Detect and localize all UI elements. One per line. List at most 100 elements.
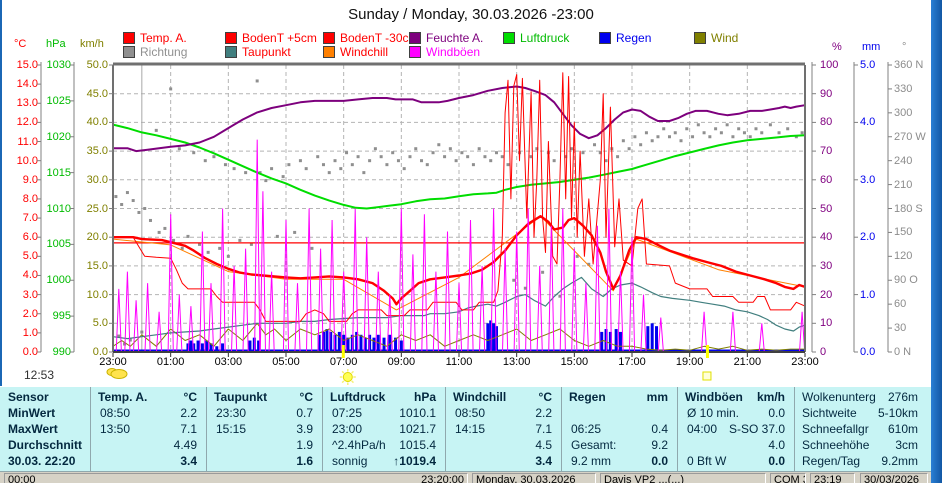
col-unit-temp-a: °C (183, 390, 197, 404)
info-value-wolkenunterg: 276m (887, 390, 918, 404)
col-header-taupunkt: Taupunkt (214, 390, 268, 404)
cell-taupunkt-value: 0.7 (296, 406, 313, 420)
cell-windchill-value: 2.2 (535, 406, 552, 420)
axis-tick-label-pct: 70 (820, 145, 833, 158)
axis-tick-label-kmh: 40.0 (86, 116, 108, 129)
cell-windchill-label: 08:50 (455, 406, 486, 420)
cell-windb-en-value: 0.0 (768, 454, 785, 468)
axis-tick-label-deg: 120 (894, 250, 913, 263)
axis-tick-label-temp: 2.0 (22, 307, 38, 320)
axis-tick-label-kmh: 45.0 (86, 87, 108, 100)
cell-windchill-label: 14:15 (455, 422, 486, 436)
legend-label: BodenT -30cm (340, 31, 419, 45)
cell-windb-en-label: 04:00 (687, 422, 718, 436)
bodent-30cm-swatch-icon (323, 32, 335, 44)
axis-tick-label-hpa: 1015 (46, 166, 71, 179)
axis-tick-label-deg: 300 (894, 106, 913, 119)
col-unit-windchill: °C (538, 390, 552, 404)
cell-luftdruck-label: 23:00 (332, 422, 363, 436)
moon-time-note: 12:53 (24, 368, 54, 382)
cell-regen-value: 9.2 (651, 438, 668, 452)
cell-luftdruck-label: sonnig (332, 454, 368, 468)
x-axis-label: 19:00 (675, 356, 704, 368)
axis-tick-label-deg: 360 N (894, 59, 924, 71)
bodent-5cm-swatch-icon (225, 32, 237, 44)
axis-tick-label-temp: 10.0 (16, 154, 38, 167)
axis-tick-label-pct: 10 (820, 317, 833, 330)
cell-regen-value: 0.0 (651, 454, 668, 468)
legend-item-temp-a: Temp. A. (123, 32, 187, 44)
status-panel-0: 00:00 23:20:00 (4, 473, 468, 483)
axis-tick-label-deg: 180 S (894, 202, 923, 215)
window-right-border (931, 0, 942, 483)
cell-luftdruck-value: ↑1019.4 (393, 454, 436, 468)
axis-tick-label-mm: 1.0 (860, 288, 876, 301)
status-panel-2: Davis VP2 ...(...) (600, 473, 766, 483)
axis-tick-label-deg: 330 (894, 82, 913, 95)
axis-tick-label-temp: 3.0 (22, 288, 38, 301)
window-left-border (0, 0, 2, 483)
row-label-maxwert: MaxWert (8, 422, 58, 436)
chart-title: Sunday / Monday, 30.03.2026 -23:00 (348, 6, 594, 23)
axis-tick-label-deg: 30 (894, 322, 907, 335)
cell-temp-a-value: 2.2 (180, 406, 197, 420)
status-bar: 00:00 23:20:00 Monday, 30.03.2026 Davis VP2… (0, 472, 931, 483)
x-axis-label: 13:00 (502, 356, 531, 368)
col-header-regen: Regen (569, 390, 606, 404)
axis-tick-label-kmh: 50.0 (86, 59, 108, 71)
axis-tick-label-kmh: 5.0 (92, 317, 108, 330)
axis-unit-deg: ° (902, 41, 907, 53)
axis-tick-label-kmh: 30.0 (86, 173, 108, 186)
axis-tick-label-pct: 20 (820, 288, 833, 301)
info-value-schneefallgr: 610m (887, 422, 918, 436)
richtung-swatch-icon (123, 46, 135, 58)
cell-luftdruck-value: 1015.4 (399, 438, 436, 452)
info-label-wolkenunterg: Wolkenunterg (802, 390, 876, 404)
info-label-schneeh-he: Schneehöhe (802, 438, 870, 452)
cell-regen-label: Gesamt: (571, 438, 617, 452)
temp-a-swatch-icon (123, 32, 135, 44)
axis-unit-temp: °C (14, 38, 27, 50)
axis-tick-label-mm: 3.0 (860, 173, 876, 186)
axis-tick-label-temp: 11.0 (17, 135, 38, 148)
axis-tick-label-kmh: 0.0 (92, 346, 108, 358)
info-value-regen-tag: 9.2mm (881, 454, 918, 468)
table-divider (322, 387, 323, 471)
axis-tick-label-deg: 90 O (894, 274, 918, 287)
axis-tick-label-temp: 9.0 (22, 173, 38, 186)
legend-label: Windchill (340, 45, 389, 59)
axis-tick-label-temp: 15.0 (16, 59, 38, 71)
axis-tick-label-deg: 60 (894, 298, 907, 311)
axis-tick-label-pct: 30 (820, 259, 833, 272)
col-header-temp-a: Temp. A. (98, 390, 148, 404)
sunrise-sun-icon (339, 369, 356, 385)
sunrise-tick (341, 345, 345, 358)
status-panel-4: 23:19 (810, 473, 855, 483)
cell-luftdruck-value: 1021.7 (399, 422, 436, 436)
x-axis-label: 21:00 (733, 356, 762, 368)
cell-luftdruck-value: 1010.1 (399, 406, 436, 420)
status-panel-5: 30/03/2026 (860, 473, 928, 483)
axis-tick-label-pct: 40 (820, 231, 833, 244)
moon-time-label: 12:53 (24, 368, 55, 382)
axis-tick-label-kmh: 15.0 (86, 259, 108, 272)
axis-tick-label-hpa: 1010 (46, 202, 71, 215)
cell-temp-a-label: 08:50 (100, 406, 131, 420)
cell-regen-label: 9.2 mm (571, 454, 612, 468)
axis-tick-label-temp: 12.0 (16, 116, 38, 129)
luftdruck-swatch-icon (503, 32, 515, 44)
info-label-schneefallgr: Schneefallgr (802, 422, 869, 436)
regen-swatch-icon (599, 32, 611, 44)
axis-tick-label-kmh: 25.0 (86, 202, 108, 215)
wind-swatch-icon (694, 32, 706, 44)
axis-tick-label-deg: 270 W (894, 130, 926, 143)
cell-windb-en-label: Ø 10 min. (687, 406, 740, 420)
axis-tick-label-deg: 210 (894, 178, 913, 191)
cell-windb-en-value: S-SO 37.0 (728, 422, 785, 436)
statistics-table: Sensor MinWert MaxWert Durchschnitt 30.03. 2… (0, 386, 931, 472)
x-axis-label: 03:00 (214, 356, 243, 368)
info-value-sichtweite: 5-10km (877, 406, 918, 420)
legend-label: Luftdruck (520, 31, 570, 45)
